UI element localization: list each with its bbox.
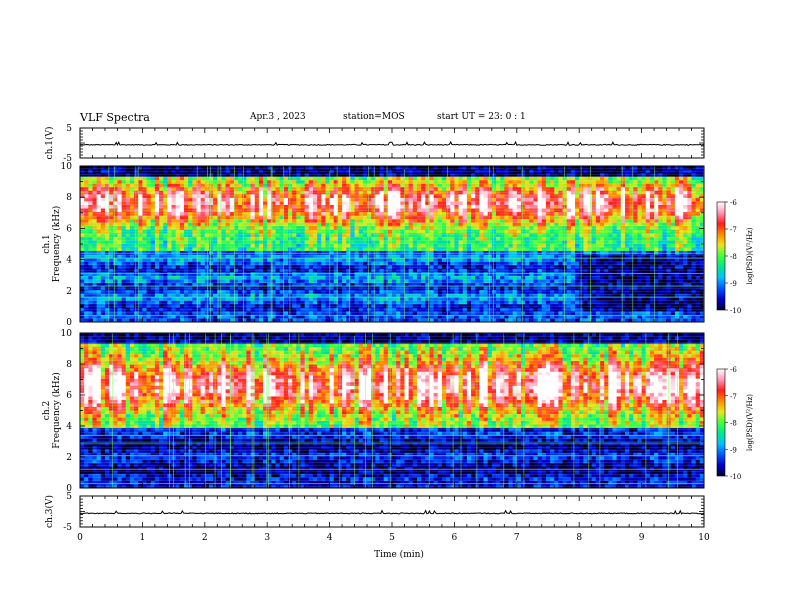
ch3-voltage-trace: [79, 509, 705, 515]
ch1-voltage-trace: [80, 140, 705, 147]
ch2-spectrogram-y-tick-4: 4: [66, 422, 72, 432]
ch2-spectrogram-colorbar-label: log(PSD)(V²/Hz): [746, 394, 754, 451]
ch1-spectrogram-colorbar-label: log(PSD)(V²/Hz): [746, 227, 754, 284]
ch3-voltage-panel: 0 1 2 3 4 5 6 7 8 9 10 5 -5 ch.3(V): [44, 492, 710, 543]
x-tick-label-9: 9: [639, 533, 645, 543]
x-tick-label-7: 7: [514, 533, 520, 543]
ch2-spectrogram-colorbar-tick--7: -7: [730, 393, 737, 401]
ch1-spectrogram-y-tick-0: 0: [66, 318, 72, 328]
x-tick-label-3: 3: [264, 533, 270, 543]
x-tick-label-10: 10: [698, 533, 710, 543]
ch3-voltage-y-tick-5: 5: [66, 492, 72, 502]
ch2-spectrogram-colorbar-tick--10: -10: [730, 473, 741, 481]
ch2-spectrogram-x-ticks: [79, 333, 705, 488]
ch2-spectrogram-colorbar-tick--8: -8: [730, 420, 737, 428]
ch1-spectrogram-frequency-label: Frequency (kHz): [51, 206, 62, 283]
ch1-spectrogram-y-tick-10: 10: [61, 162, 73, 172]
ch2-spectrogram-y-tick-2: 2: [66, 453, 72, 463]
x-tick-label-0: 0: [77, 533, 83, 543]
ch2-spectrogram-frequency-label: Frequency (kHz): [51, 372, 62, 449]
ch3-voltage-y-ticks: [80, 495, 704, 528]
ch2-spectrogram-colorbar: -6 -7 -8 -9 -10 log(PSD)(V²/Hz): [716, 366, 754, 481]
x-axis-label: Time (min): [374, 549, 424, 560]
ch1-spectrogram-colorbar: -6 -7 -8 -9 -10 log(PSD)(V²/Hz): [716, 199, 754, 315]
ch2-spectrogram-channel-label: ch.2: [42, 401, 52, 420]
ch2-spectrogram-y-ticks: [80, 332, 704, 489]
x-tick-label-2: 2: [202, 533, 208, 543]
ch1-spectrogram-colorbar-tick--7: -7: [730, 226, 737, 234]
ch1-spectrogram-colorbar-tick--8: -8: [730, 253, 737, 261]
ch2-spectrogram-panel: 0 2 4 6 8 10 ch.2 Frequency (kHz): [42, 329, 705, 494]
ch1-voltage-y-ticks: [80, 127, 704, 159]
ch3-voltage-y-tick--5: -5: [63, 523, 72, 533]
ch1-spectrogram-colorbar-tick--10: -10: [730, 307, 741, 315]
x-tick-label-8: 8: [576, 533, 582, 543]
ch1-spectrogram-y-tick-4: 4: [66, 256, 72, 266]
ch2-spectrogram-colorbar-gradient: [716, 368, 726, 477]
ch1-voltage-y-tick--5: -5: [63, 154, 72, 164]
ch2-spectrogram-colorbar-tick--9: -9: [730, 446, 737, 454]
ch1-spectrogram-channel-label: ch.1: [42, 234, 52, 253]
ch1-spectrogram-y-tick-2: 2: [66, 287, 72, 297]
ch2-spectrogram-y-tick-6: 6: [66, 391, 72, 401]
ch1-spectrogram-colorbar-gradient: [716, 201, 726, 311]
date-label: Apr.3 , 2023: [250, 112, 306, 122]
x-tick-label-6: 6: [452, 533, 458, 543]
figure-title: VLF Spectra: [80, 111, 150, 124]
ch1-spectrogram-colorbar-tick--6: -6: [730, 199, 737, 207]
ch1-voltage-y-tick-5: 5: [66, 124, 72, 134]
x-tick-label-4: 4: [327, 533, 333, 543]
ch1-spectrogram-y-tick-6: 6: [66, 224, 72, 234]
ch2-spectrogram-y-tick-8: 8: [66, 360, 72, 370]
ch1-voltage-x-ticks: [79, 128, 705, 158]
x-tick-label-1: 1: [140, 533, 146, 543]
ch1-voltage-ylabel: ch.1(V): [44, 127, 55, 160]
ch1-voltage-panel: 5 -5 ch.1(V): [44, 124, 705, 164]
station-label: station=MOS: [343, 112, 405, 122]
ch1-spectrogram-colorbar-tick--9: -9: [730, 280, 737, 288]
ch2-spectrogram-y-tick-0: 0: [66, 484, 72, 494]
x-tick-label-5: 5: [389, 533, 395, 543]
ch2-spectrogram-colorbar-tick--6: -6: [730, 366, 737, 374]
ch1-spectrogram-panel: 0 2 4 6 8 10 ch.1 Frequency (kHz): [42, 162, 705, 328]
ch3-voltage-x-ticks: [79, 496, 705, 527]
ch1-spectrogram-y-tick-8: 8: [66, 193, 72, 203]
ch2-spectrogram-y-tick-10: 10: [61, 329, 73, 339]
ch1-spectrogram-y-ticks: [80, 165, 704, 323]
ch1-spectrogram-x-ticks: [79, 166, 705, 322]
start-time-label: start UT = 23: 0 : 1: [437, 112, 526, 122]
ch3-voltage-ylabel: ch.3(V): [44, 495, 55, 528]
